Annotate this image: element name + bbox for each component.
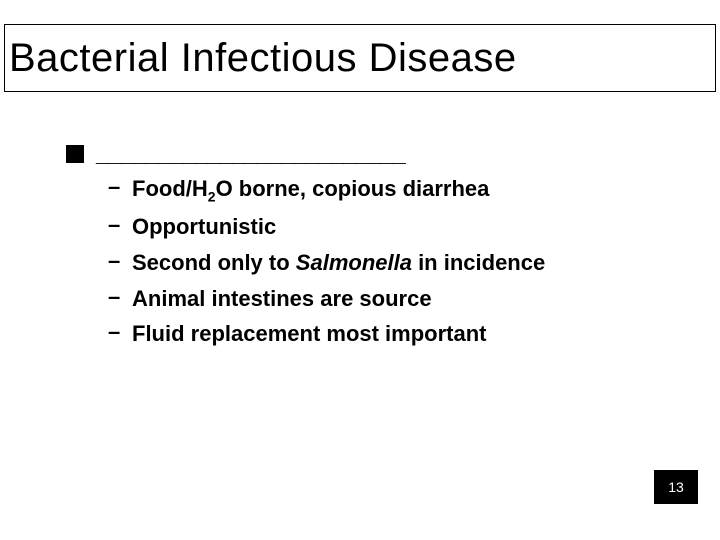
blank-line: _________________________	[96, 140, 405, 168]
bullet-row: _________________________	[66, 140, 626, 168]
sub-text-3: Second only to Salmonella in incidence	[132, 248, 545, 278]
list-item: – Animal intestines are source	[108, 284, 626, 314]
sub-text-1: Food/H2O borne, copious diarrhea	[132, 174, 489, 206]
sub-text-5: Fluid replacement most important	[132, 319, 487, 349]
dash-icon: –	[108, 248, 122, 274]
sub-text-2: Opportunistic	[132, 212, 276, 242]
page-number: 13	[668, 479, 684, 495]
slide: Bacterial Infectious Disease ___________…	[0, 0, 720, 540]
dash-icon: –	[108, 174, 122, 200]
list-item: – Fluid replacement most important	[108, 319, 626, 349]
list-item: – Food/H2O borne, copious diarrhea	[108, 174, 626, 206]
slide-title: Bacterial Infectious Disease	[9, 36, 517, 81]
square-bullet-icon	[66, 145, 84, 163]
list-item: – Opportunistic	[108, 212, 626, 242]
sub-list: – Food/H2O borne, copious diarrhea – Opp…	[108, 174, 626, 349]
dash-icon: –	[108, 284, 122, 310]
sub-text-4: Animal intestines are source	[132, 284, 432, 314]
content-area: _________________________ – Food/H2O bor…	[66, 140, 626, 355]
list-item: – Second only to Salmonella in incidence	[108, 248, 626, 278]
dash-icon: –	[108, 319, 122, 345]
dash-icon: –	[108, 212, 122, 238]
title-box: Bacterial Infectious Disease	[4, 24, 716, 92]
page-number-box: 13	[654, 470, 698, 504]
